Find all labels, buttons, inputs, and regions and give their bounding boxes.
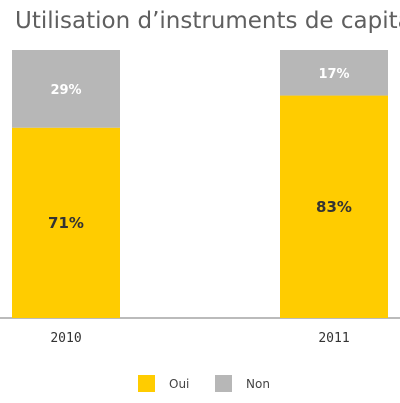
bar-non-2010 [12, 50, 120, 128]
chart-title: Utilisation d’instruments de capital [15, 8, 400, 34]
legend-label-non: Non [246, 377, 270, 391]
data-label-oui-2010: 71% [48, 214, 84, 232]
legend-swatch-oui [138, 375, 155, 392]
bar-non-2011 [280, 50, 388, 96]
bar-oui-2010 [12, 127, 120, 318]
data-label-non-2010: 29% [50, 83, 81, 98]
bar-oui-2011 [280, 95, 388, 318]
x-tick-labels: 2010 2011 [50, 331, 349, 346]
x-tick-label-2010: 2010 [50, 331, 81, 346]
legend: Oui Non [138, 375, 270, 392]
data-label-oui-2011: 83% [316, 198, 352, 216]
bars-group: 71% 29% 83% 17% [12, 50, 388, 318]
legend-swatch-non [215, 375, 232, 392]
x-tick-label-2011: 2011 [318, 331, 349, 346]
legend-label-oui: Oui [169, 377, 189, 391]
data-label-non-2011: 17% [318, 67, 349, 82]
